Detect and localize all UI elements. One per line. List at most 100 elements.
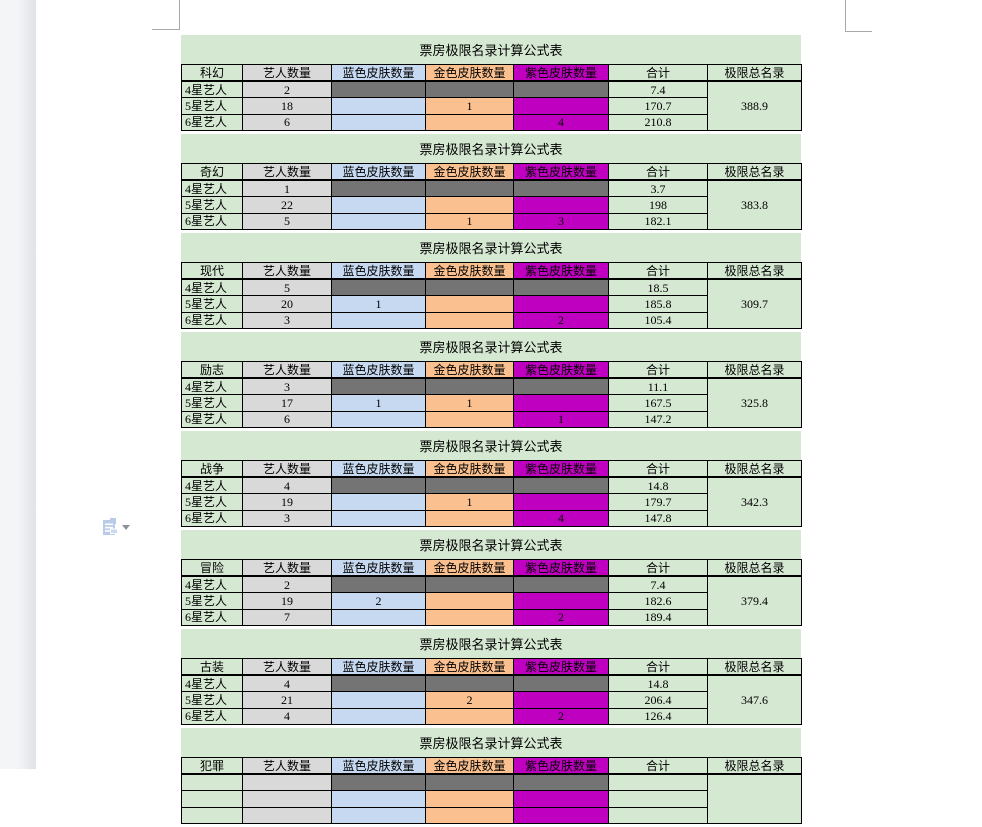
category-header-cell[interactable]: 冒险 xyxy=(181,559,243,577)
cell-artist-count[interactable]: 21 xyxy=(242,691,332,709)
category-header-cell[interactable]: 现代 xyxy=(181,262,243,280)
cell-artist-count[interactable]: 2 xyxy=(242,575,332,593)
header-gold-skin-count[interactable]: 金色皮肤数量 xyxy=(425,559,514,577)
row-label-5star[interactable]: 5星艺人 xyxy=(181,592,243,610)
cell-total[interactable]: 11.1 xyxy=(608,377,708,395)
cell-max-roster[interactable]: 347.6 xyxy=(707,674,802,725)
cell-artist-count[interactable] xyxy=(242,806,332,824)
cell-blue-skin[interactable] xyxy=(331,691,426,709)
header-gold-skin-count[interactable]: 金色皮肤数量 xyxy=(425,757,514,775)
cell-total[interactable] xyxy=(608,790,708,808)
row-label-5star[interactable]: 5星艺人 xyxy=(181,295,243,313)
header-gold-skin-count[interactable]: 金色皮肤数量 xyxy=(425,460,514,478)
cell-gold-skin-blocked[interactable] xyxy=(425,674,514,692)
header-total[interactable]: 合计 xyxy=(608,658,708,676)
cell-total[interactable]: 18.5 xyxy=(608,278,708,296)
header-artist-count[interactable]: 艺人数量 xyxy=(242,460,332,478)
row-label-5star[interactable]: 5星艺人 xyxy=(181,493,243,511)
cell-gold-skin-blocked[interactable] xyxy=(425,575,514,593)
row-label-5star[interactable] xyxy=(181,790,243,808)
header-artist-count[interactable]: 艺人数量 xyxy=(242,262,332,280)
cell-artist-count[interactable]: 20 xyxy=(242,295,332,313)
row-label-5star[interactable]: 5星艺人 xyxy=(181,196,243,214)
cell-purple-skin-blocked[interactable] xyxy=(513,377,609,395)
header-purple-skin-count[interactable]: 紫色皮肤数量 xyxy=(513,757,609,775)
table-title[interactable]: 票房极限名录计算公式表 xyxy=(181,728,801,757)
cell-max-roster[interactable]: 325.8 xyxy=(707,377,802,428)
cell-gold-skin[interactable] xyxy=(425,311,514,329)
cell-gold-skin-blocked[interactable] xyxy=(425,179,514,197)
row-label-6star[interactable]: 6星艺人 xyxy=(181,311,243,329)
header-purple-skin-count[interactable]: 紫色皮肤数量 xyxy=(513,658,609,676)
header-blue-skin-count[interactable]: 蓝色皮肤数量 xyxy=(331,757,426,775)
cell-purple-skin[interactable] xyxy=(513,691,609,709)
row-label-6star[interactable]: 6星艺人 xyxy=(181,707,243,725)
category-header-cell[interactable]: 古装 xyxy=(181,658,243,676)
cell-artist-count[interactable]: 3 xyxy=(242,509,332,527)
header-total[interactable]: 合计 xyxy=(608,361,708,379)
header-blue-skin-count[interactable]: 蓝色皮肤数量 xyxy=(331,658,426,676)
cell-artist-count[interactable]: 3 xyxy=(242,377,332,395)
cell-blue-skin[interactable] xyxy=(331,509,426,527)
header-gold-skin-count[interactable]: 金色皮肤数量 xyxy=(425,361,514,379)
cell-total[interactable]: 182.6 xyxy=(608,592,708,610)
table-title[interactable]: 票房极限名录计算公式表 xyxy=(181,35,801,64)
cell-artist-count[interactable]: 7 xyxy=(242,608,332,626)
header-total[interactable]: 合计 xyxy=(608,460,708,478)
cell-artist-count[interactable] xyxy=(242,773,332,791)
cell-gold-skin[interactable] xyxy=(425,196,514,214)
row-label-5star[interactable]: 5星艺人 xyxy=(181,97,243,115)
cell-blue-skin-blocked[interactable] xyxy=(331,377,426,395)
cell-gold-skin[interactable]: 1 xyxy=(425,97,514,115)
cell-total[interactable]: 3.7 xyxy=(608,179,708,197)
cell-max-roster[interactable] xyxy=(707,773,802,824)
cell-total[interactable] xyxy=(608,806,708,824)
cell-blue-skin[interactable] xyxy=(331,707,426,725)
cell-blue-skin[interactable] xyxy=(331,212,426,230)
cell-blue-skin[interactable] xyxy=(331,311,426,329)
cell-purple-skin[interactable]: 2 xyxy=(513,608,609,626)
cell-total[interactable]: 7.4 xyxy=(608,80,708,98)
cell-purple-skin-blocked[interactable] xyxy=(513,179,609,197)
header-total[interactable]: 合计 xyxy=(608,163,708,181)
cell-artist-count[interactable] xyxy=(242,790,332,808)
category-header-cell[interactable]: 励志 xyxy=(181,361,243,379)
cell-gold-skin[interactable] xyxy=(425,806,514,824)
row-label-4star[interactable]: 4星艺人 xyxy=(181,575,243,593)
header-purple-skin-count[interactable]: 紫色皮肤数量 xyxy=(513,64,609,82)
cell-gold-skin[interactable]: 2 xyxy=(425,691,514,709)
cell-artist-count[interactable]: 1 xyxy=(242,179,332,197)
cell-gold-skin[interactable]: 1 xyxy=(425,493,514,511)
row-label-6star[interactable]: 6星艺人 xyxy=(181,113,243,131)
header-purple-skin-count[interactable]: 紫色皮肤数量 xyxy=(513,361,609,379)
header-total[interactable]: 合计 xyxy=(608,757,708,775)
cell-blue-skin[interactable] xyxy=(331,790,426,808)
row-label-4star[interactable]: 4星艺人 xyxy=(181,377,243,395)
cell-total[interactable]: 147.8 xyxy=(608,509,708,527)
cell-purple-skin[interactable] xyxy=(513,394,609,412)
cell-total[interactable] xyxy=(608,773,708,791)
header-gold-skin-count[interactable]: 金色皮肤数量 xyxy=(425,262,514,280)
cell-blue-skin[interactable] xyxy=(331,410,426,428)
table-title[interactable]: 票房极限名录计算公式表 xyxy=(181,431,801,460)
cell-gold-skin[interactable] xyxy=(425,113,514,131)
cell-gold-skin[interactable]: 1 xyxy=(425,394,514,412)
header-blue-skin-count[interactable]: 蓝色皮肤数量 xyxy=(331,361,426,379)
cell-artist-count[interactable]: 5 xyxy=(242,278,332,296)
cell-total[interactable]: 14.8 xyxy=(608,674,708,692)
cell-gold-skin[interactable]: 1 xyxy=(425,212,514,230)
cell-purple-skin[interactable]: 2 xyxy=(513,707,609,725)
cell-max-roster[interactable]: 309.7 xyxy=(707,278,802,329)
cell-purple-skin[interactable] xyxy=(513,806,609,824)
header-max-roster[interactable]: 极限总名录 xyxy=(707,262,802,280)
cell-artist-count[interactable]: 2 xyxy=(242,80,332,98)
cell-gold-skin[interactable] xyxy=(425,410,514,428)
document-icon[interactable] xyxy=(103,518,118,536)
cell-purple-skin[interactable] xyxy=(513,493,609,511)
category-header-cell[interactable]: 奇幻 xyxy=(181,163,243,181)
cell-purple-skin[interactable] xyxy=(513,592,609,610)
header-gold-skin-count[interactable]: 金色皮肤数量 xyxy=(425,163,514,181)
category-header-cell[interactable]: 战争 xyxy=(181,460,243,478)
cell-purple-skin[interactable]: 1 xyxy=(513,410,609,428)
row-label-5star[interactable]: 5星艺人 xyxy=(181,691,243,709)
